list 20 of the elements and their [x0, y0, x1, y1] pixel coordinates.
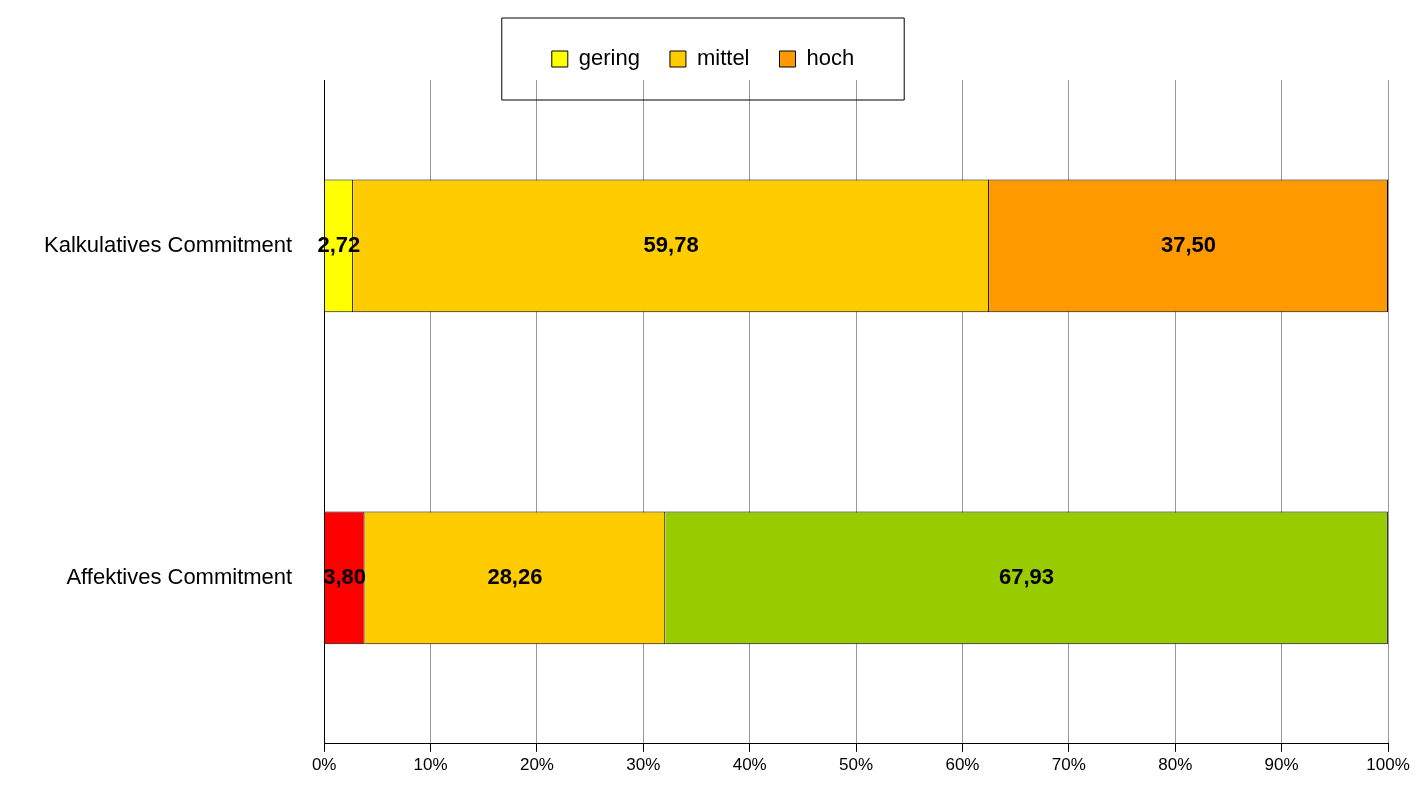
- data-label: 28,26: [487, 563, 543, 589]
- legend-label: mittel: [696, 45, 750, 71]
- data-label: 67,93: [999, 563, 1055, 589]
- x-tick-label: 100%: [1366, 754, 1410, 774]
- x-tick-label: 10%: [413, 754, 448, 774]
- x-tick-label: 30%: [626, 754, 661, 774]
- legend-label: gering: [578, 45, 640, 71]
- x-tick-label: 90%: [1264, 754, 1299, 774]
- x-tick-label: 70%: [1051, 754, 1086, 774]
- x-tick-label: 0%: [311, 754, 337, 774]
- x-tick-label: 60%: [945, 754, 980, 774]
- x-tick-label: 20%: [519, 754, 554, 774]
- y-tick-label: Kalkulatives Commitment: [44, 232, 293, 258]
- data-label: 59,78: [643, 232, 699, 258]
- x-tick-label: 40%: [732, 754, 767, 774]
- x-tick-label: 50%: [839, 754, 874, 774]
- x-tick-label: 80%: [1158, 754, 1193, 774]
- legend-label: hoch: [806, 45, 855, 71]
- data-label: 37,50: [1161, 232, 1217, 258]
- y-tick-label: Affektives Commitment: [66, 563, 293, 589]
